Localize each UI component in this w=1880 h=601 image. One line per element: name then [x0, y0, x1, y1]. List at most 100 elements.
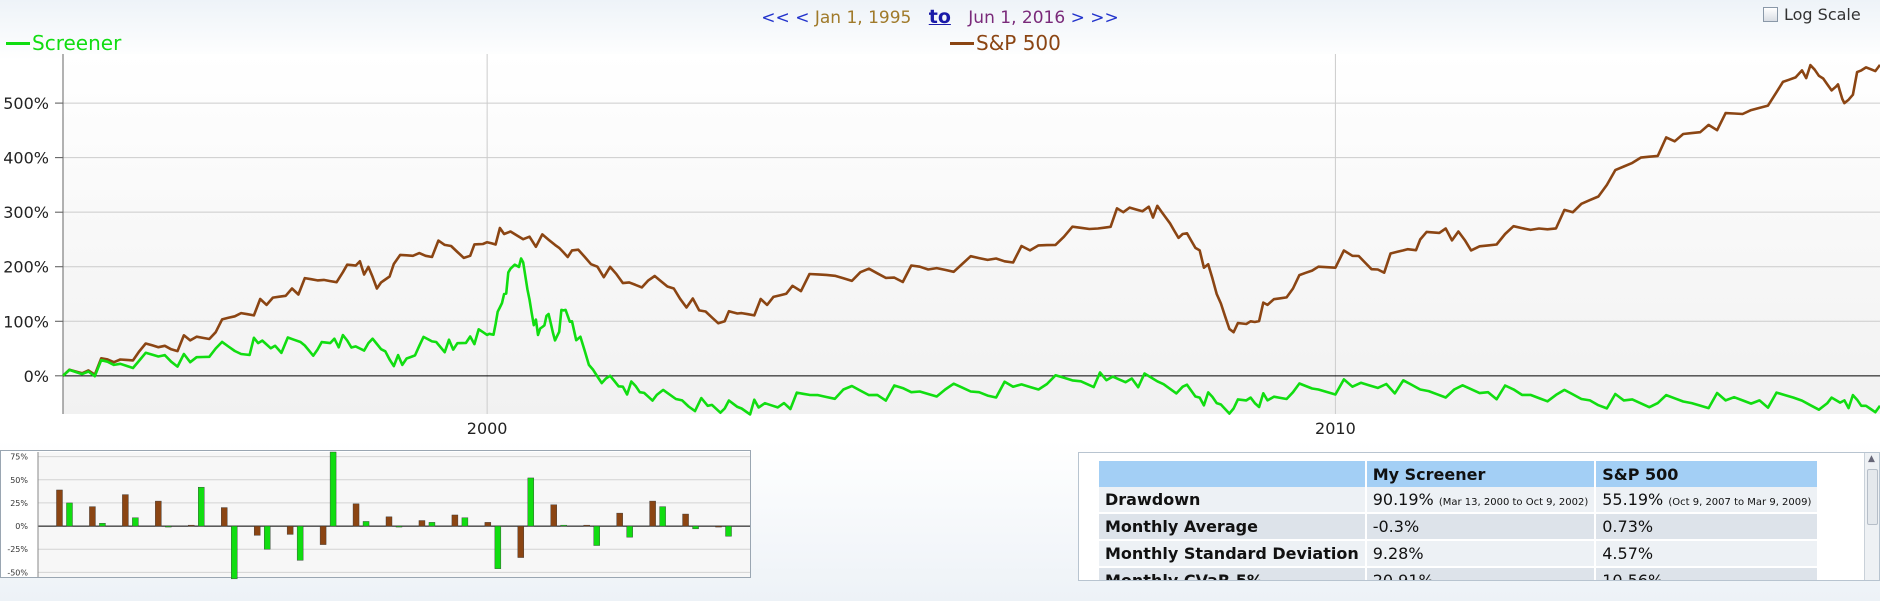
- stats-row-label: Monthly Average: [1099, 513, 1367, 541]
- sp500-annual-bar: [682, 513, 689, 527]
- stats-row-label: Monthly Standard Deviation: [1099, 540, 1367, 568]
- stats-cell-sp500: 0.73%: [1595, 513, 1820, 541]
- mini-y-tick-label: 50%: [10, 476, 28, 485]
- drawdown-sp500-range: (Oct 9, 2007 to Mar 9, 2009): [1668, 497, 1812, 508]
- sp500-annual-bar: [286, 525, 294, 535]
- nav-forward-far-button[interactable]: >>: [1090, 8, 1119, 28]
- screener-annual-bar: [362, 521, 370, 527]
- stats-row-label: Monthly CVaR 5%: [1099, 567, 1367, 580]
- stats-cell-sp500: 10.56%: [1595, 567, 1820, 580]
- sp500-annual-bar: [221, 507, 228, 527]
- nav-forward-button[interactable]: >: [1070, 8, 1085, 28]
- log-scale-label: Log Scale: [1784, 5, 1861, 24]
- mini-y-tick-label: 75%: [10, 453, 28, 462]
- screener-annual-bar: [626, 525, 633, 538]
- sp500-annual-bar: [550, 504, 557, 527]
- screener-annual-bar: [296, 525, 304, 561]
- screener-annual-bar: [461, 517, 469, 527]
- stats-cell-sp500: 4.57%: [1595, 540, 1820, 568]
- stats-scrollbar[interactable]: ▲: [1864, 453, 1879, 580]
- screener-annual-bar: [428, 522, 436, 527]
- screener-annual-bar: [99, 523, 106, 527]
- sp500-annual-bar: [484, 522, 492, 527]
- legend-swatch-sp500: [950, 41, 974, 45]
- x-tick-label: 2000: [467, 419, 508, 438]
- screener-annual-bar: [231, 525, 238, 580]
- to-link[interactable]: to: [928, 6, 951, 28]
- stats-row: Monthly CVaR 5% 20.91% 10.56%: [1099, 567, 1820, 580]
- mini-y-tick-label: 0%: [15, 522, 28, 531]
- sp500-annual-bar: [517, 525, 525, 558]
- sp500-annual-bar: [188, 524, 195, 527]
- screener-annual-bar: [198, 486, 205, 527]
- screener-annual-bar: [527, 477, 535, 527]
- sp500-annual-bar: [122, 494, 129, 527]
- stats-header-row: My Screener S&P 500: [1099, 461, 1820, 487]
- date-range-nav: << < Jan 1, 1995 to Jun 1, 2016 > >>: [0, 6, 1880, 28]
- screener-annual-bar: [165, 525, 172, 528]
- nav-back-far-button[interactable]: <<: [761, 8, 790, 28]
- sp500-annual-bar: [385, 516, 393, 527]
- stats-header-screener: My Screener: [1365, 461, 1597, 487]
- stats-cell-sp500: 55.19% (Oct 9, 2007 to Mar 9, 2009): [1595, 487, 1820, 514]
- scroll-up-arrow-icon[interactable]: ▲: [1868, 454, 1875, 464]
- stats-cell-screener: -0.3%: [1365, 513, 1597, 541]
- y-tick-label: 300%: [3, 203, 49, 222]
- sp500-annual-bar: [451, 514, 459, 527]
- screener-annual-bar: [66, 502, 73, 527]
- nav-back-button[interactable]: <: [795, 8, 810, 28]
- sp500-annual-bar: [56, 489, 63, 527]
- y-tick-label: 500%: [3, 94, 49, 113]
- main-line-chart: 0% 100% 200% 300% 400% 500% 2000 2010: [3, 54, 1880, 438]
- stats-cell-screener: 20.91%: [1365, 567, 1597, 580]
- sp500-annual-bar: [352, 503, 360, 527]
- stats-header-blank: [1099, 461, 1367, 487]
- screener-annual-bar: [263, 525, 271, 550]
- sp500-annual-bar: [253, 525, 261, 536]
- screener-annual-bar: [395, 525, 403, 528]
- drawdown-screener-value: 90.19%: [1372, 490, 1434, 509]
- y-tick-label: 200%: [3, 258, 49, 277]
- mini-y-tick-label: -25%: [7, 545, 28, 554]
- screener-annual-bar: [560, 524, 567, 527]
- legend-sp500: S&P 500: [950, 31, 1061, 55]
- plot-area: [63, 54, 1880, 414]
- screener-series-line: [62, 257, 1880, 416]
- stats-cell-screener: 9.28%: [1365, 540, 1597, 568]
- screener-annual-bar: [659, 506, 666, 527]
- x-tick-label: 2010: [1315, 419, 1356, 438]
- sp500-annual-bar: [583, 524, 590, 527]
- stats-panel: My Screener S&P 500 Drawdown 90.19% (Mar…: [1078, 452, 1880, 581]
- log-scale-checkbox[interactable]: [1763, 7, 1778, 22]
- start-date[interactable]: Jan 1, 1995: [814, 8, 912, 28]
- stats-row-label: Drawdown: [1099, 487, 1367, 514]
- screener-annual-bar: [593, 525, 600, 546]
- annual-returns-bar-chart: 75% 50% 25% 0% -25% -50%: [0, 450, 751, 580]
- stats-cell-screener: 90.19% (Mar 13, 2000 to Oct 9, 2002): [1365, 487, 1597, 514]
- screener-annual-bar: [725, 525, 732, 537]
- y-tick-label: 0%: [24, 367, 49, 386]
- legend-label-sp500: S&P 500: [976, 31, 1061, 55]
- drawdown-screener-range: (Mar 13, 2000 to Oct 9, 2002): [1438, 497, 1589, 508]
- y-tick-label: 400%: [3, 149, 49, 168]
- y-tick-label: 100%: [3, 312, 49, 331]
- sp500-series-line: [62, 63, 1880, 377]
- sp500-annual-bar: [319, 525, 327, 545]
- sp500-annual-bar: [616, 512, 623, 527]
- screener-annual-bar: [132, 517, 139, 527]
- legend-swatch-screener: [6, 41, 30, 45]
- scrollbar-thumb[interactable]: [1867, 469, 1878, 525]
- legend-label-screener: Screener: [32, 31, 122, 55]
- sp500-annual-bar: [89, 506, 96, 527]
- stats-row: Drawdown 90.19% (Mar 13, 2000 to Oct 9, …: [1099, 487, 1820, 514]
- log-scale-toggle[interactable]: Log Scale: [1763, 5, 1861, 24]
- stats-header-sp500: S&P 500: [1595, 461, 1820, 487]
- sp500-annual-bar: [418, 520, 426, 527]
- stats-table: My Screener S&P 500 Drawdown 90.19% (Mar…: [1099, 461, 1820, 580]
- screener-annual-bar: [329, 451, 337, 527]
- legend-screener: Screener: [6, 31, 121, 55]
- stats-row: Monthly Standard Deviation 9.28% 4.57%: [1099, 540, 1820, 568]
- screener-annual-bar: [494, 525, 502, 569]
- mini-y-tick-label: -50%: [7, 568, 28, 577]
- end-date[interactable]: Jun 1, 2016: [968, 8, 1066, 28]
